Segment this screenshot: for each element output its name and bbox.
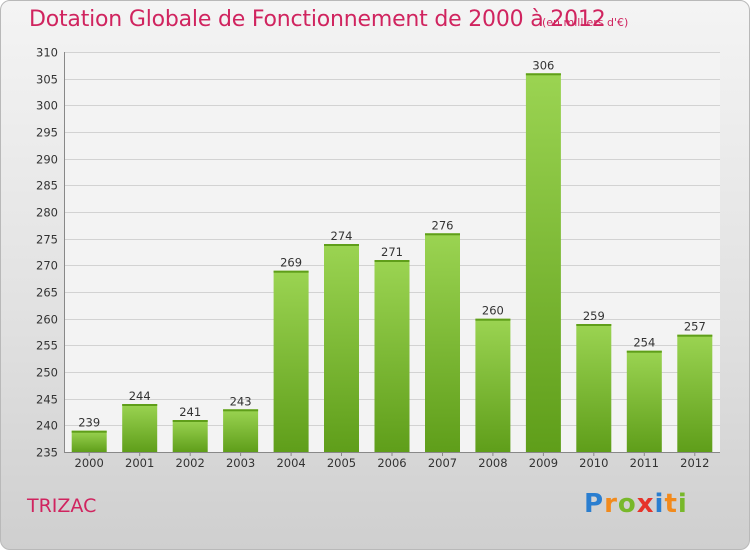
y-tick-label: 280 bbox=[36, 206, 58, 220]
data-label: 269 bbox=[280, 256, 302, 270]
logo-letter: x bbox=[636, 489, 655, 519]
data-label: 241 bbox=[179, 405, 201, 419]
x-tick-label: 2006 bbox=[377, 456, 406, 470]
x-tick-label: 2007 bbox=[428, 456, 457, 470]
y-tick-label: 265 bbox=[36, 286, 58, 300]
data-label: 306 bbox=[532, 58, 554, 72]
data-label: 274 bbox=[331, 229, 353, 243]
y-tick-label: 300 bbox=[36, 99, 58, 113]
bar-2003 bbox=[223, 409, 259, 452]
y-tick-label: 245 bbox=[36, 393, 58, 407]
logo-letter: P bbox=[584, 489, 605, 519]
x-tick-label: 2000 bbox=[75, 456, 104, 470]
bar-2001 bbox=[122, 404, 158, 452]
bar-2009 bbox=[525, 73, 561, 453]
axes: 235 240 245 250 255 260 265 270 275 280 285 290 295 3… bbox=[36, 46, 720, 470]
data-label: 271 bbox=[381, 245, 403, 259]
data-label: 254 bbox=[633, 336, 655, 350]
y-tick-label: 260 bbox=[36, 313, 58, 327]
bars: 239 244 241 243 269 274 271 276 260 306 259 254 257 bbox=[71, 58, 713, 453]
bar-2002 bbox=[172, 420, 208, 452]
chart-title: Dotation Globale de Fonctionnement de 20… bbox=[29, 7, 606, 32]
x-tick-label: 2002 bbox=[176, 456, 205, 470]
y-tick-label: 275 bbox=[36, 233, 58, 247]
bar-top-edge bbox=[324, 244, 359, 246]
y-tick-label: 290 bbox=[36, 153, 58, 167]
bar-2007 bbox=[425, 233, 460, 452]
bar-top-edge bbox=[273, 270, 309, 273]
logo-letter: r bbox=[604, 489, 618, 519]
y-tick-label: 250 bbox=[36, 366, 58, 380]
x-tick-label: 2010 bbox=[579, 456, 608, 470]
bar-2006 bbox=[374, 260, 410, 452]
x-tick-label: 2004 bbox=[276, 456, 305, 470]
y-tick-label: 235 bbox=[36, 446, 58, 460]
data-label: 239 bbox=[78, 416, 100, 430]
logo-letter: i bbox=[654, 489, 665, 519]
bar-2011 bbox=[626, 350, 662, 452]
y-tick-label: 285 bbox=[36, 179, 58, 193]
x-tick-label: 2001 bbox=[125, 456, 154, 470]
data-label: 276 bbox=[432, 218, 454, 232]
bar-top-edge bbox=[576, 324, 612, 326]
bar-top-edge bbox=[525, 73, 561, 76]
x-tick-label: 2009 bbox=[529, 456, 558, 470]
bar-2012 bbox=[677, 334, 713, 452]
y-tick-label: 255 bbox=[36, 339, 58, 353]
x-tick-label: 2005 bbox=[327, 456, 356, 470]
logo-letter: i bbox=[677, 489, 688, 519]
data-label: 259 bbox=[583, 309, 605, 323]
bar-2010 bbox=[576, 324, 612, 452]
y-tick-label: 305 bbox=[36, 73, 58, 87]
bar-top-edge bbox=[425, 233, 460, 236]
proxiti-logo: Proxiti bbox=[584, 489, 688, 519]
bar-2005 bbox=[324, 244, 359, 452]
bar-top-edge bbox=[122, 404, 158, 406]
bar-2000 bbox=[71, 430, 107, 452]
bar-top-edge bbox=[223, 409, 259, 412]
x-tick-label: 2011 bbox=[630, 456, 659, 470]
bar-top-edge bbox=[71, 430, 107, 433]
data-label: 257 bbox=[684, 320, 706, 334]
data-label: 260 bbox=[482, 304, 504, 318]
y-tick-label: 295 bbox=[36, 126, 58, 140]
bar-top-edge bbox=[374, 260, 410, 262]
y-tick-label: 270 bbox=[36, 259, 58, 273]
logo-letter: o bbox=[617, 489, 637, 519]
bar-top-edge bbox=[626, 350, 662, 353]
bar-top-edge bbox=[475, 318, 511, 321]
logo-letter: t bbox=[664, 489, 678, 519]
bar-top-edge bbox=[172, 420, 208, 422]
data-label: 244 bbox=[129, 389, 151, 403]
y-tick-label: 310 bbox=[36, 46, 58, 60]
y-tick-label: 240 bbox=[36, 419, 58, 433]
x-tick-label: 2008 bbox=[478, 456, 507, 470]
x-tick-label: 2012 bbox=[680, 456, 709, 470]
chart-subtitle: (en milliers d'€) bbox=[542, 16, 629, 29]
x-tick-label: 2003 bbox=[226, 456, 255, 470]
bar-2004 bbox=[273, 270, 309, 452]
data-label: 243 bbox=[230, 394, 252, 408]
bar-top-edge bbox=[677, 334, 713, 337]
commune-name: TRIZAC bbox=[27, 495, 97, 517]
bar-2008 bbox=[475, 318, 511, 452]
